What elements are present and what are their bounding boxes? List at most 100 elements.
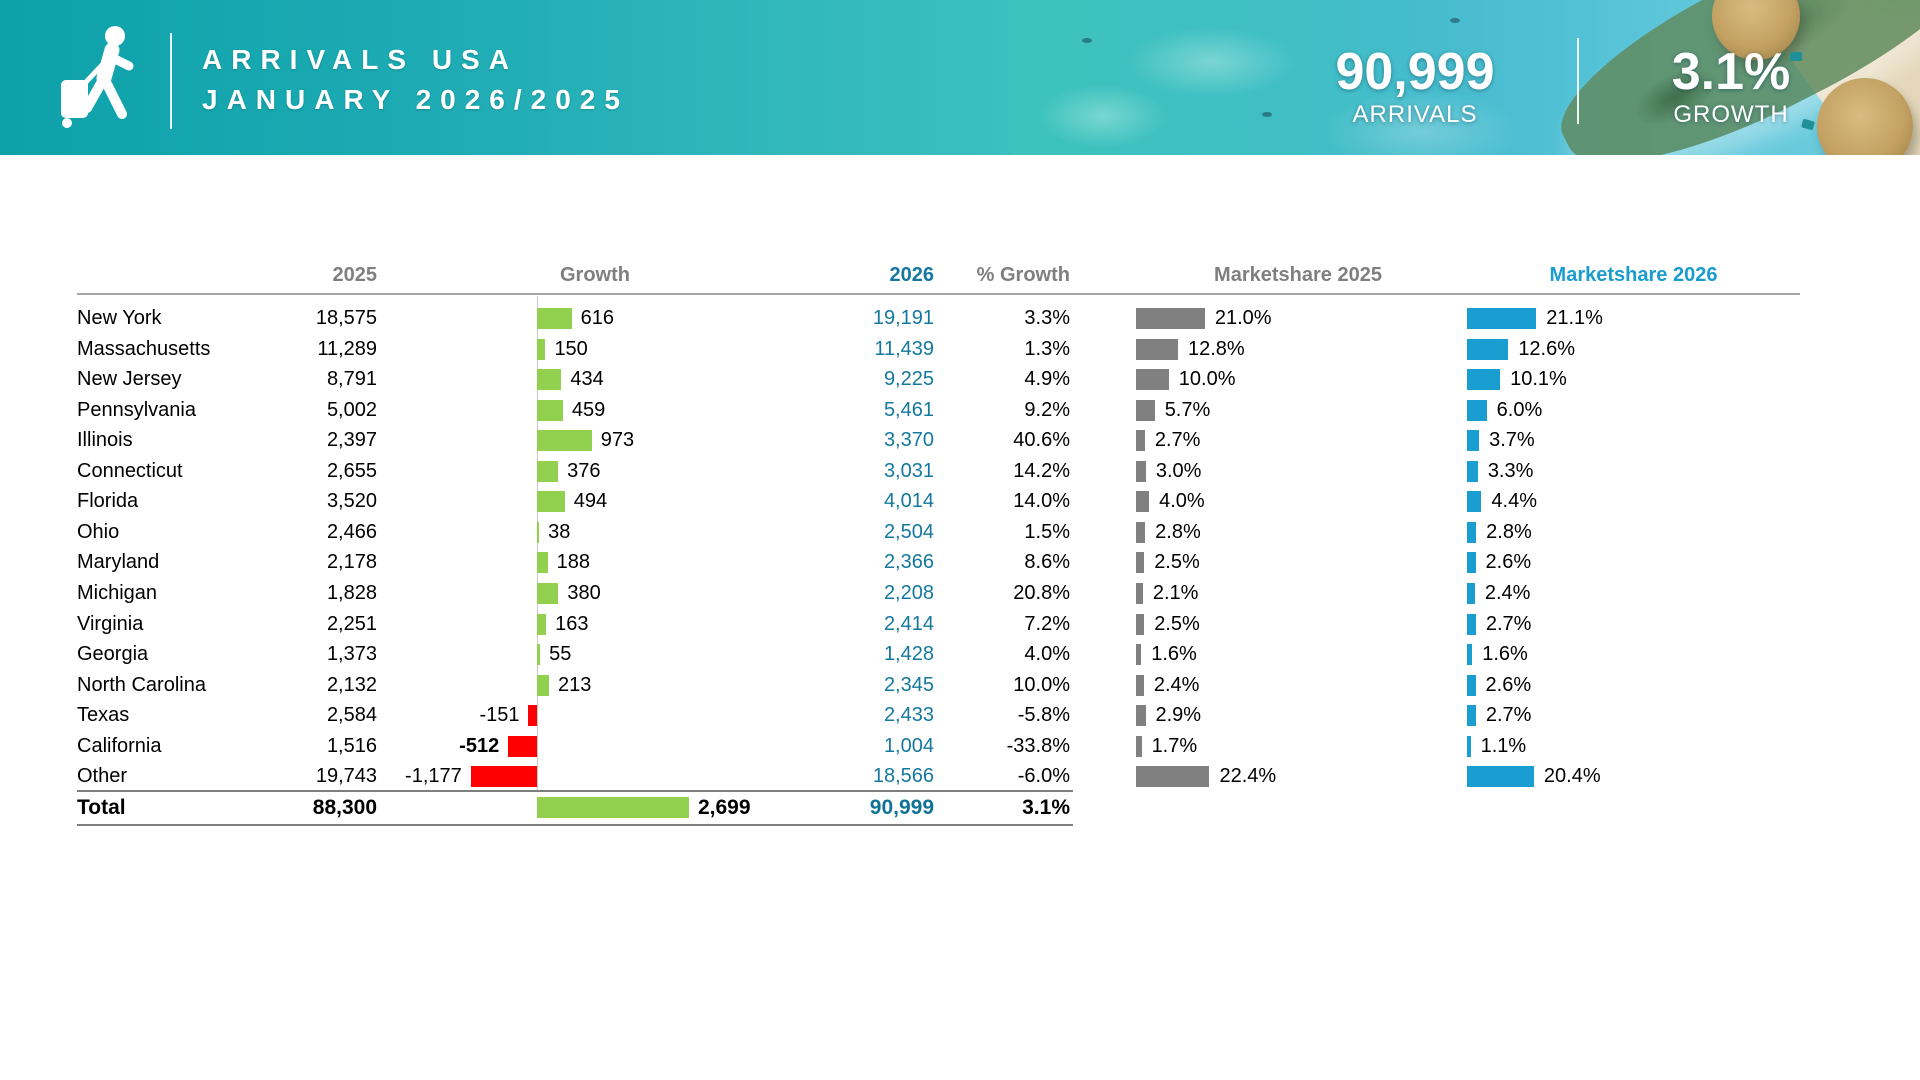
header-titles: ARRIVALS USA JANUARY 2026/2025 <box>202 40 629 120</box>
growth-value-label: 494 <box>573 490 608 513</box>
column-header-growth: Growth <box>560 264 630 286</box>
arrivals-2026-value: 2,433 <box>883 704 934 727</box>
growth-bar-positive <box>537 430 592 452</box>
marketshare-2026-bar <box>1467 766 1534 788</box>
arrivals-2025-value: 88,300 <box>312 796 377 819</box>
header-banner: ARRIVALS USA JANUARY 2026/2025 90,999 AR… <box>0 0 1920 155</box>
growth-bar-positive <box>537 338 546 360</box>
growth-value-label: -1,177 <box>405 765 462 788</box>
marketshare-2026-label: 21.1% <box>1546 307 1603 329</box>
marketshare-2026-label: 2.4% <box>1484 581 1531 604</box>
marketshare-2025-bar <box>1136 369 1169 391</box>
table-row: Michigan 1,828 380 2,208 20.8% 2.1% 2.4% <box>0 578 1920 609</box>
arrivals-2025-value: 1,828 <box>326 581 377 604</box>
arrivals-2025-value: 2,466 <box>326 520 377 543</box>
growth-axis-line <box>537 296 538 790</box>
table-row: Ohio 2,466 38 2,504 1.5% 2.8% 2.8% <box>0 517 1920 548</box>
arrivals-2025-value: 3,520 <box>326 490 377 513</box>
marketshare-2025-label: 3.0% <box>1155 459 1202 482</box>
arrivals-2026-value: 2,208 <box>883 581 934 604</box>
marketshare-2026-bar <box>1467 399 1487 421</box>
table-row: Connecticut 2,655 376 3,031 14.2% 3.0% 3.3% <box>0 456 1920 487</box>
marketshare-2026-label: 3.3% <box>1487 459 1534 482</box>
growth-value-label: 188 <box>556 551 590 574</box>
arrivals-2025-value: 19,743 <box>315 765 377 788</box>
marketshare-2026-bar <box>1467 460 1478 482</box>
growth-value-label: 616 <box>580 307 615 329</box>
state-label: Connecticut <box>77 459 183 482</box>
pct-growth-value: 3.3% <box>1024 307 1070 329</box>
marketshare-2025-label: 12.8% <box>1187 337 1245 360</box>
table-row: Maryland 2,178 188 2,366 8.6% 2.5% 2.6% <box>0 547 1920 578</box>
marketshare-2025-label: 2.4% <box>1153 673 1200 696</box>
marketshare-2025-label: 2.5% <box>1154 551 1200 574</box>
marketshare-2025-bar <box>1136 399 1155 421</box>
arrivals-2026-value: 19,191 <box>872 307 934 329</box>
pct-growth-value: 4.0% <box>1024 643 1070 666</box>
marketshare-2026-bar <box>1467 674 1476 696</box>
marketshare-2026-label: 12.6% <box>1518 337 1576 360</box>
header-teal-band <box>0 0 1012 155</box>
arrivals-2026-value: 1,004 <box>883 734 934 757</box>
growth-stat-value: 3.1% <box>1671 43 1791 101</box>
marketshare-2026-label: 2.8% <box>1486 520 1532 543</box>
marketshare-2025-bar <box>1136 491 1150 513</box>
growth-bar-positive <box>537 521 540 543</box>
growth-bar-negative <box>470 766 537 788</box>
pct-growth-value: 20.8% <box>1013 581 1070 604</box>
arrivals-2026-value: 2,504 <box>883 520 934 543</box>
growth-bar-positive <box>537 399 563 421</box>
growth-bar-negative <box>508 735 537 757</box>
marketshare-2026-bar <box>1467 338 1509 360</box>
marketshare-2026-label: 2.6% <box>1485 673 1532 696</box>
pct-growth-value: -5.8% <box>1017 704 1070 727</box>
marketshare-2025-bar <box>1136 613 1145 635</box>
state-label: California <box>77 734 162 757</box>
traveler-with-luggage-icon <box>61 26 134 128</box>
marketshare-2025-bar <box>1136 430 1145 452</box>
state-label: Massachusetts <box>77 337 211 360</box>
growth-bar-positive <box>537 308 572 329</box>
marketshare-2025-bar <box>1136 582 1143 604</box>
pct-growth-value: 14.0% <box>1013 490 1070 513</box>
marketshare-2025-label: 22.4% <box>1219 765 1277 788</box>
arrivals-2026-value: 3,370 <box>883 429 934 452</box>
arrivals-2025-value: 18,575 <box>315 307 377 329</box>
growth-value-label: 973 <box>600 429 635 452</box>
marketshare-2025-label: 2.1% <box>1152 581 1199 604</box>
growth-bar-positive <box>537 491 565 513</box>
table-row: New York 18,575 616 19,191 3.3% 21.0% 21.1% <box>0 303 1920 334</box>
arrivals-2025-value: 2,584 <box>326 704 377 727</box>
state-label: Michigan <box>77 581 158 604</box>
marketshare-2026-bar <box>1467 430 1480 452</box>
growth-value-label: 380 <box>567 581 601 604</box>
growth-bar-positive <box>537 674 549 696</box>
marketshare-2025-bar <box>1136 674 1144 696</box>
beach-photo <box>1012 0 1920 155</box>
table-row: Massachusetts 11,289 150 11,439 1.3% 12.8% 12.… <box>0 334 1920 365</box>
arrivals-2025-value: 8,791 <box>326 368 377 391</box>
table-row: Georgia 1,373 55 1,428 4.0% 1.6% 1.6% <box>0 639 1920 670</box>
pct-growth-value: 10.0% <box>1013 673 1070 696</box>
pct-growth-value: -6.0% <box>1017 765 1070 788</box>
marketshare-2025-bar <box>1136 338 1178 360</box>
table-row: New Jersey 8,791 434 9,225 4.9% 10.0% 10.1% <box>0 364 1920 395</box>
marketshare-2026-bar <box>1467 552 1476 574</box>
arrivals-2026-value: 18,566 <box>872 765 934 788</box>
state-label: Virginia <box>77 612 144 635</box>
page-subtitle: JANUARY 2026/2025 <box>202 84 629 115</box>
pct-growth-value: 8.6% <box>1024 551 1070 574</box>
marketshare-2026-label: 6.0% <box>1496 398 1543 421</box>
marketshare-2026-bar <box>1467 308 1537 329</box>
marketshare-2026-bar <box>1467 735 1471 757</box>
arrivals-stat-label: ARRIVALS <box>1352 101 1478 128</box>
header-underline <box>77 293 1800 295</box>
marketshare-2026-bar <box>1467 369 1501 391</box>
growth-bar-positive <box>537 460 559 482</box>
pct-growth-value: 3.1% <box>1022 796 1070 819</box>
marketshare-2026-bar <box>1467 644 1473 666</box>
growth-value-label: 376 <box>567 459 601 482</box>
column-header-2026: 2026 <box>889 264 935 286</box>
swimmer <box>1082 38 1092 43</box>
